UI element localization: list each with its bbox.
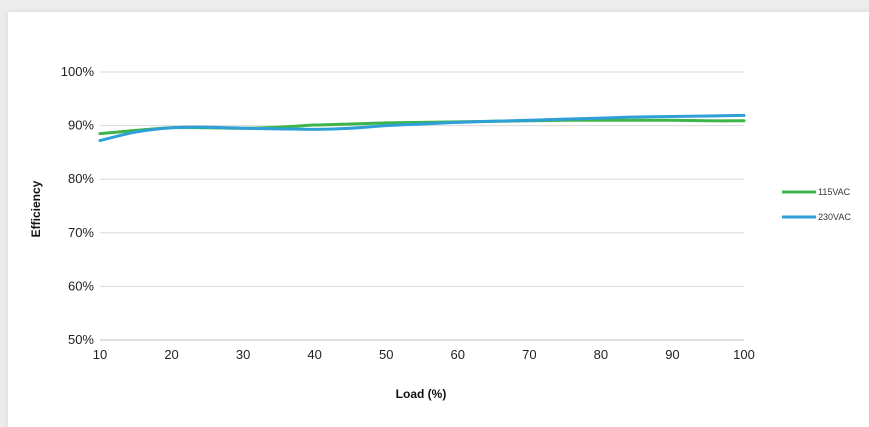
x-tick-label: 80 [594,347,608,362]
x-tick-label: 30 [236,347,250,362]
x-tick-label: 100 [733,347,755,362]
series-lines [98,113,746,143]
x-tick-label: 20 [164,347,178,362]
chart-card [8,12,869,427]
y-tick-label: 60% [68,278,94,293]
x-tick-label: 50 [379,347,393,362]
legend: 115VAC 230VAC [782,187,851,222]
y-axis-ticks: 50% 60% 70% 80% 90% 100% [61,64,95,347]
x-axis-ticks: 10 20 30 40 50 60 70 80 90 100 [93,347,755,362]
x-tick-label: 90 [665,347,679,362]
gridlines [100,71,744,341]
y-axis-title: Efficiency [29,180,43,237]
x-tick-label: 40 [307,347,321,362]
y-tick-label: 80% [68,171,94,186]
x-tick-label: 70 [522,347,536,362]
legend-label-230vac: 230VAC [818,212,851,222]
x-axis-title: Load (%) [396,387,447,401]
legend-label-115vac: 115VAC [818,187,851,197]
y-tick-label: 50% [68,332,94,347]
x-tick-label: 60 [451,347,465,362]
series-line-230vac [98,113,746,143]
y-tick-label: 90% [68,118,94,133]
y-tick-label: 100% [61,64,95,79]
x-tick-label: 10 [93,347,107,362]
y-tick-label: 70% [68,225,94,240]
